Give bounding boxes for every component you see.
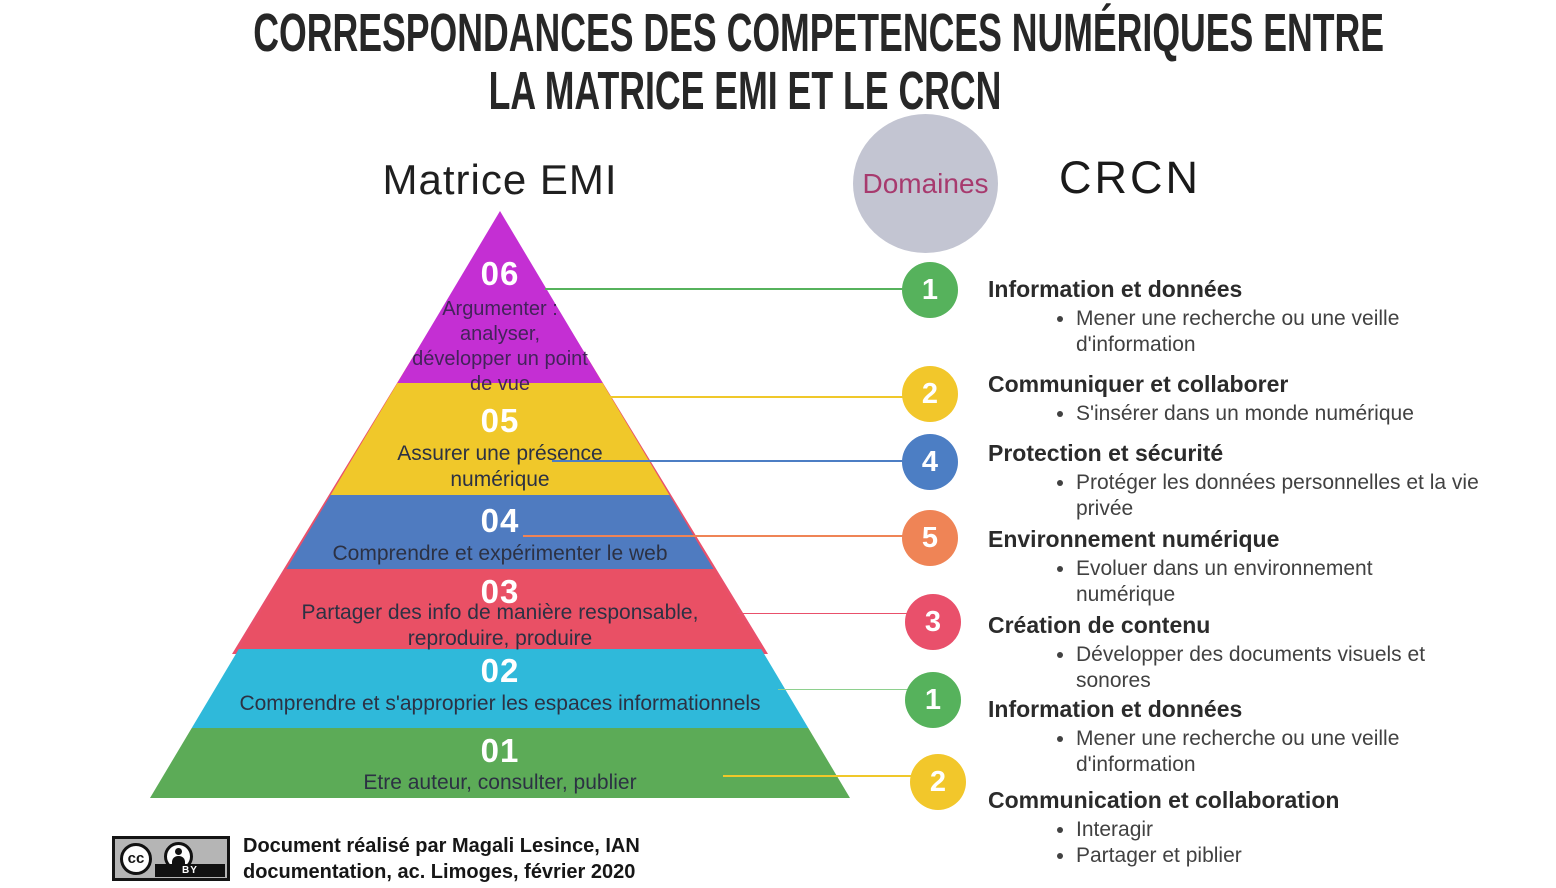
crcn-item-6: Information et données Mener une recherc… [988, 696, 1520, 778]
crcn-item-bullet: Développer des documents visuels et sono… [1076, 642, 1476, 694]
domains-label: Domaines [862, 167, 989, 199]
crcn-item-title: Communication et collaboration [988, 787, 1340, 813]
crcn-item-3: Protection et sécurité Protéger les donn… [988, 440, 1520, 522]
emi-heading: Matrice EMI [382, 156, 618, 203]
domain-circle-4: 4 [902, 434, 958, 490]
credit-line2: documentation, ac. Limoges, février 2020 [243, 861, 636, 883]
level-01-number: 01 [480, 732, 520, 769]
credit-text: Document réalisé par Magali Lesince, IAN… [243, 833, 640, 885]
level-05-number: 05 [480, 402, 520, 439]
level-04-number: 04 [480, 502, 520, 539]
crcn-item-bullet: S'insérer dans un monde numérique [1076, 401, 1516, 427]
connector-04-to-5 [523, 535, 930, 537]
domain-circle-5: 5 [902, 510, 958, 566]
level-04-label: Comprendre et expérimenter le web [332, 542, 668, 565]
domain-circle-2: 2 [902, 366, 958, 422]
level-05-label: Assurer une présence numérique [397, 442, 603, 491]
level-06-label: Argumenter : analyser, développer un poi… [412, 298, 588, 395]
crcn-item-bullet: Evoluer dans un environnement numérique [1076, 556, 1406, 608]
cc-license-badge: cc BY [112, 836, 230, 881]
level-03-label: Partager des info de manière responsable… [301, 601, 699, 650]
page-title-line2: LA MATRICE EMI ET LE CRCN [488, 61, 1002, 121]
crcn-item-title: Information et données [988, 696, 1243, 722]
crcn-item-7: Communication et collaboration Interagir… [988, 787, 1520, 869]
domains-circle: Domaines [853, 114, 998, 253]
credit-line1: Document réalisé par Magali Lesince, IAN [243, 835, 640, 857]
crcn-item-4: Environnement numérique Evoluer dans un … [988, 526, 1520, 608]
connector-05-to-4 [552, 460, 930, 462]
crcn-item-title: Information et données [988, 276, 1243, 302]
crcn-item-title: Environnement numérique [988, 526, 1280, 552]
level-02-number: 02 [480, 652, 520, 689]
domain-circle-2b: 2 [910, 754, 966, 810]
crcn-item-bullet: Partager et piblier [1076, 843, 1516, 869]
page-title: CORRESPONDANCES DES COMPETENCES NUMÉRIQU… [0, 4, 1490, 120]
level-03-number: 03 [480, 573, 520, 610]
crcn-item-bullet: Mener une recherche ou une veille d'info… [1076, 306, 1516, 358]
connector-05-to-2 [608, 396, 930, 398]
crcn-item-2: Communiquer et collaborer S'insérer dans… [988, 371, 1520, 427]
crcn-item-bullet: Interagir [1076, 817, 1516, 843]
page-title-line1: CORRESPONDANCES DES COMPETENCES NUMÉRIQU… [253, 3, 1385, 63]
crcn-item-title: Protection et sécurité [988, 440, 1224, 466]
connector-03-to-3 [737, 613, 933, 614]
crcn-item-5: Création de contenu Développer des docum… [988, 612, 1520, 694]
pyramid-level-01-band [150, 728, 850, 798]
crcn-item-1: Information et données Mener une recherc… [988, 276, 1520, 358]
connector-01-to-2 [723, 775, 938, 777]
cc-icon: cc [120, 843, 152, 875]
person-head [175, 848, 182, 855]
domain-circle-3: 3 [905, 594, 961, 650]
level-06-number: 06 [480, 255, 520, 292]
by-bar: BY [155, 864, 225, 877]
domain-circle-1b: 1 [905, 672, 961, 728]
domain-circle-1: 1 [902, 262, 958, 318]
crcn-item-title: Création de contenu [988, 612, 1211, 638]
level-02-label: Comprendre et s'approprier les espaces i… [239, 692, 761, 715]
crcn-heading: CRCN [1059, 152, 1201, 203]
pyramid-level-02-band [150, 649, 850, 728]
connector-06-to-1 [545, 288, 930, 290]
crcn-item-title: Communiquer et collaborer [988, 371, 1289, 397]
connector-02-to-1 [778, 689, 933, 690]
crcn-item-bullet: Mener une recherche ou une veille d'info… [1076, 726, 1516, 778]
person-body [172, 856, 185, 865]
level-01-label: Etre auteur, consulter, publier [363, 771, 637, 794]
pyramid-labels: 06 Argumenter : analyser, développer un … [150, 0, 850, 888]
crcn-item-bullet: Protéger les données personnelles et la … [1076, 470, 1496, 522]
